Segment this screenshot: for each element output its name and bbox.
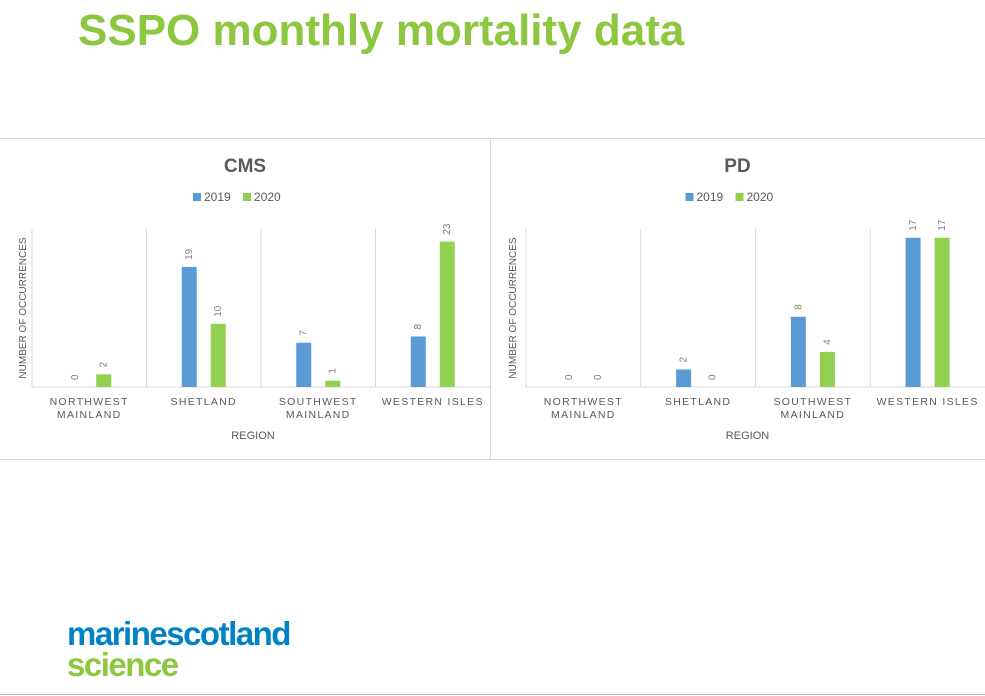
cms-bar-2020-3 <box>439 241 455 387</box>
pd-data-label-2019-1: 2 <box>679 356 690 362</box>
cms-category-label-0: MAINLAND <box>57 409 122 421</box>
pd-category-label-1: SHETLAND <box>665 396 731 408</box>
slide-title: SSPO monthly mortality data <box>78 6 685 55</box>
pd-bar-2019-2 <box>790 316 806 387</box>
cms-category-label-0: NORTHWEST <box>50 396 129 408</box>
cms-data-label-2020-1: 10 <box>213 305 224 317</box>
logo-text-science: science <box>67 646 179 683</box>
cms-bar-2019-1 <box>181 266 197 387</box>
cms-y-axis-label: NUMBER OF OCCURRENCES <box>18 237 29 378</box>
pd-category-label-0: NORTHWEST <box>544 396 623 408</box>
pd-bar-2019-3 <box>905 237 921 387</box>
cms-bar-2019-3 <box>410 336 426 387</box>
pd-legend-swatch-2019 <box>685 193 694 201</box>
pd-data-label-2020-3: 17 <box>937 219 948 231</box>
pd-data-label-2020-1: 0 <box>708 374 719 380</box>
marine-scotland-science-logo: marinescotland science <box>67 615 291 683</box>
pd-category-label-2: SOUTHWEST <box>773 396 852 408</box>
pd-chart-panel: PD 2019 2020 NUMBER OF OCCURRENCES 0 0 NORTHWE… <box>490 138 985 460</box>
pd-chart-title: PD <box>724 156 750 177</box>
cms-bar-2020-1 <box>210 323 226 387</box>
pd-data-label-2019-2: 8 <box>793 304 804 310</box>
pd-legend-swatch-2020 <box>735 193 744 201</box>
cms-legend-swatch-2019 <box>193 193 201 201</box>
cms-legend-swatch-2020 <box>243 193 251 201</box>
cms-data-label-2019-3: 8 <box>413 323 424 329</box>
pd-category-label-0: MAINLAND <box>551 409 616 421</box>
cms-data-label-2020-0: 2 <box>99 361 110 367</box>
cms-data-label-2020-3: 23 <box>442 223 453 235</box>
pd-category-label-2: MAINLAND <box>781 409 846 421</box>
cms-chart-title: CMS <box>224 156 266 177</box>
cms-data-label-2020-2: 1 <box>328 368 339 374</box>
cms-bar-2019-2 <box>296 342 312 387</box>
cms-category-label-2: MAINLAND <box>286 409 351 421</box>
pd-y-axis-label: NUMBER OF OCCURRENCES <box>508 237 519 378</box>
cms-legend-label-2020: 2020 <box>254 190 281 204</box>
pd-data-label-2020-0: 0 <box>593 374 604 380</box>
pd-legend-label-2020: 2020 <box>747 190 774 204</box>
pd-data-label-2019-0: 0 <box>564 374 575 380</box>
logo-text-marinescotland: marinescotland <box>67 615 291 652</box>
pd-x-axis-label: REGION <box>726 430 769 442</box>
cms-category-label-3: WESTERN ISLES <box>382 396 484 408</box>
cms-data-label-2019-0: 0 <box>70 374 81 380</box>
pd-data-label-2019-3: 17 <box>908 219 919 231</box>
pd-category-label-3: WESTERN ISLES <box>877 396 979 408</box>
cms-chart-panel: CMS 2019 2020 NUMBER OF OCCURRENCES 0 2 NORTHW… <box>0 138 491 460</box>
cms-chart: CMS 2019 2020 NUMBER OF OCCURRENCES 0 2 NORTHW… <box>18 156 490 442</box>
pd-legend-label-2019: 2019 <box>697 190 724 204</box>
cms-category-label-2: SOUTHWEST <box>279 396 358 408</box>
cms-bar-2020-0 <box>96 374 112 387</box>
cms-category-label-1: SHETLAND <box>171 396 237 408</box>
pd-bar-2020-3 <box>934 237 950 387</box>
pd-data-label-2020-2: 4 <box>822 339 833 345</box>
footer-divider <box>0 694 985 695</box>
cms-bar-2020-2 <box>325 380 341 387</box>
cms-legend-label-2019: 2019 <box>204 190 231 204</box>
pd-bar-2019-1 <box>676 369 692 387</box>
cms-data-label-2019-2: 7 <box>299 330 310 336</box>
cms-x-axis-label: REGION <box>231 430 274 442</box>
pd-bar-2020-2 <box>819 351 835 387</box>
cms-data-label-2019-1: 19 <box>184 248 195 260</box>
